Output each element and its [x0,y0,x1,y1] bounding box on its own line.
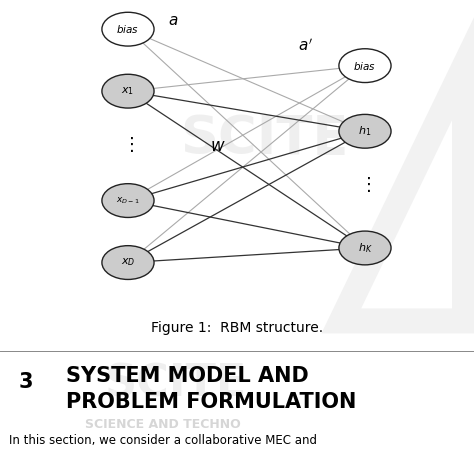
Text: SCIENCE AND TECHNO: SCIENCE AND TECHNO [85,418,241,431]
Text: SCITE: SCITE [180,113,348,164]
Text: $w$: $w$ [210,137,226,155]
Text: $bias$: $bias$ [117,23,139,35]
Text: $h_1$: $h_1$ [358,125,372,138]
Text: Figure 1:  RBM structure.: Figure 1: RBM structure. [151,321,323,335]
Text: $x_1$: $x_1$ [121,85,135,97]
Text: 3: 3 [19,371,34,392]
Text: PROBLEM FORMULATION: PROBLEM FORMULATION [66,392,357,412]
Ellipse shape [339,49,391,82]
Text: In this section, we consider a collaborative MEC and: In this section, we consider a collabora… [9,434,318,447]
Text: SYSTEM MODEL AND: SYSTEM MODEL AND [66,366,309,386]
Ellipse shape [102,246,154,280]
Text: $\vdots$: $\vdots$ [122,135,134,154]
Text: $\vdots$: $\vdots$ [359,175,371,193]
Ellipse shape [102,74,154,108]
Ellipse shape [102,183,154,217]
Text: $h_K$: $h_K$ [358,241,372,255]
Text: $x_{D-1}$: $x_{D-1}$ [116,195,140,206]
Text: $a'$: $a'$ [298,37,313,54]
Ellipse shape [339,231,391,265]
Ellipse shape [339,115,391,148]
Ellipse shape [102,12,154,46]
Text: $bias$: $bias$ [354,60,376,72]
Text: $x_D$: $x_D$ [121,257,135,269]
Text: $a$: $a$ [168,13,178,28]
Text: SCITE: SCITE [104,362,246,405]
